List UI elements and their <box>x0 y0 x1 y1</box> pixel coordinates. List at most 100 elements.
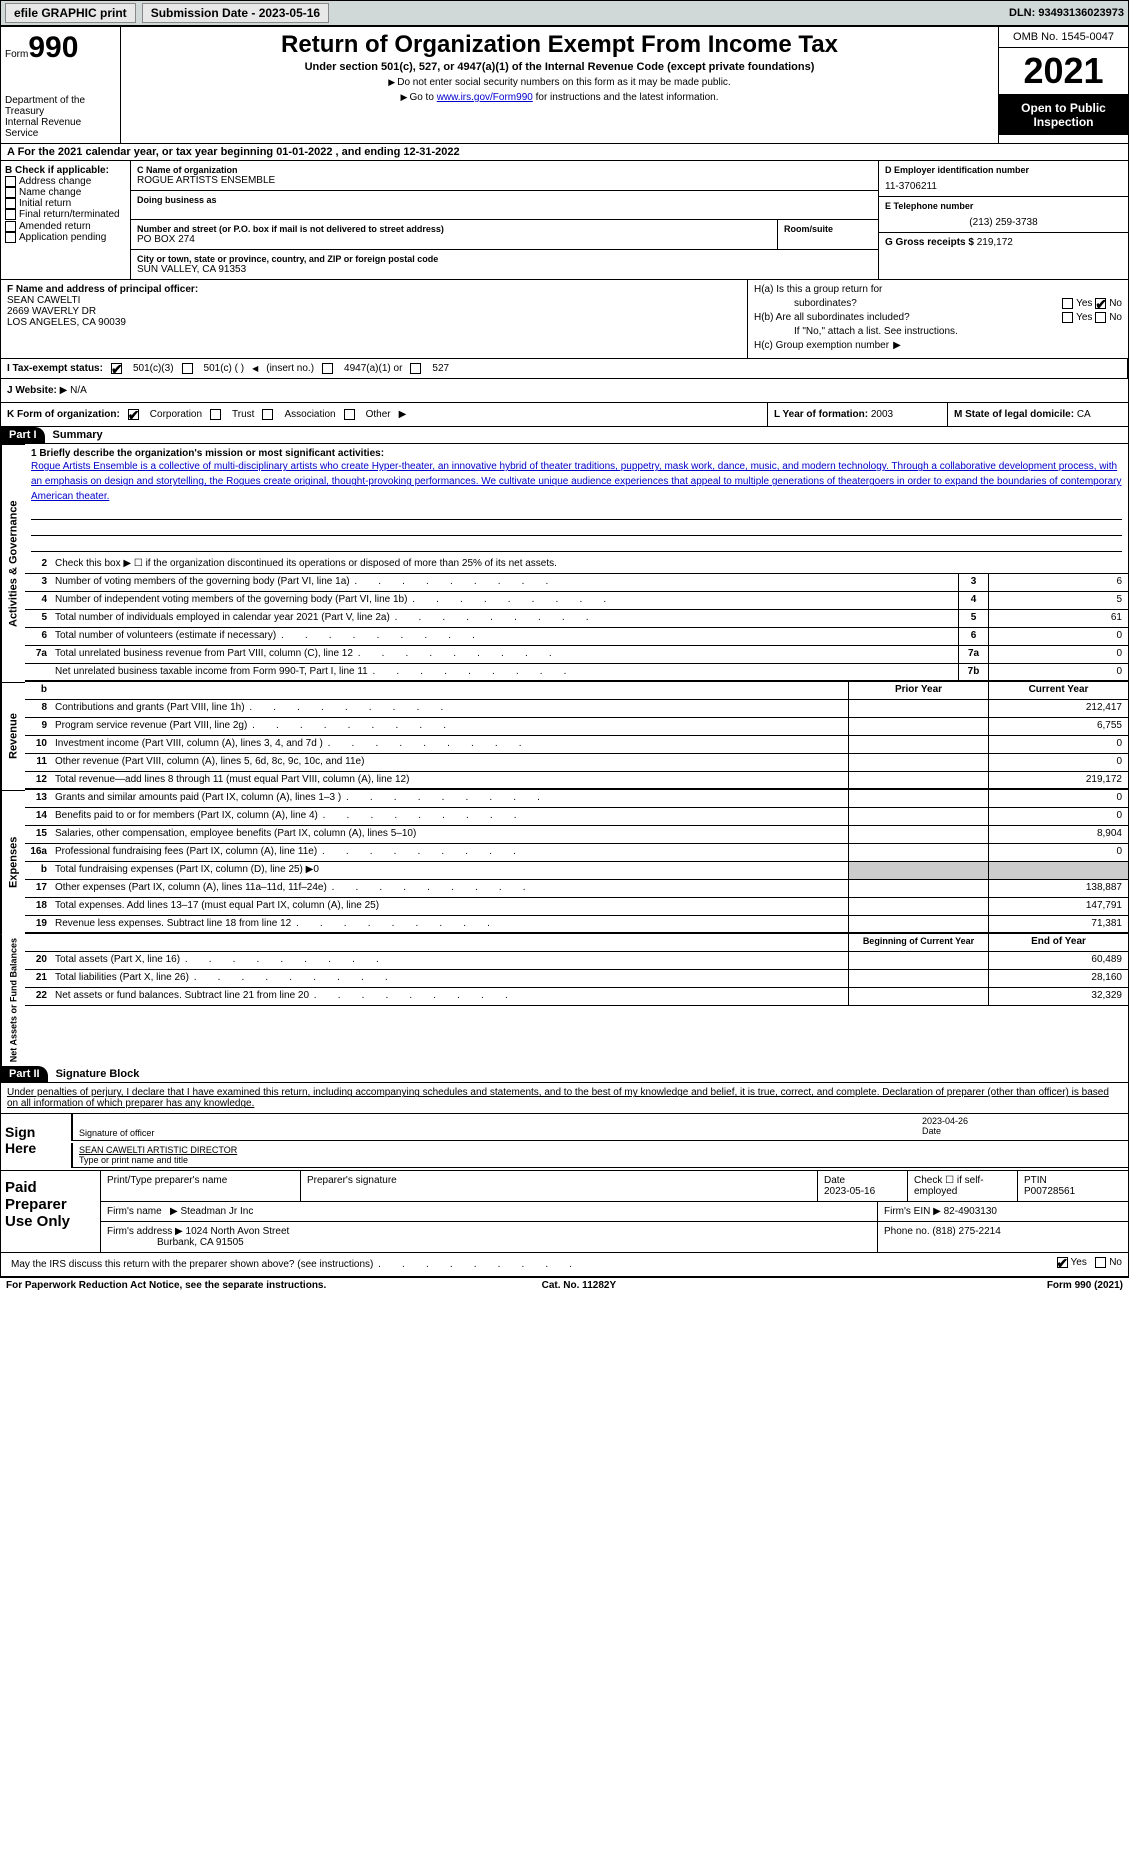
efile-button[interactable]: efile GRAPHIC print <box>5 3 136 23</box>
line-14: 14Benefits paid to or for members (Part … <box>25 808 1128 826</box>
gross-value: 219,172 <box>977 237 1013 248</box>
principal-addr1: 2669 WAVERLY DR <box>7 306 741 317</box>
chk-other[interactable] <box>344 409 355 420</box>
row-a-period: A For the 2021 calendar year, or tax yea… <box>1 144 1128 161</box>
chk-4947[interactable] <box>322 363 333 374</box>
line-8: 8Contributions and grants (Part VIII, li… <box>25 700 1128 718</box>
sig-date-label: Date <box>922 1126 941 1136</box>
preparer-label: Paid Preparer Use Only <box>1 1171 101 1252</box>
ein-label: D Employer identification number <box>885 165 1122 175</box>
chk-pending[interactable]: Application pending <box>5 232 126 243</box>
ptin-value: P00728561 <box>1024 1186 1075 1197</box>
line-16b: bTotal fundraising expenses (Part IX, co… <box>25 862 1128 880</box>
chk-initial[interactable]: Initial return <box>5 198 126 209</box>
na-header: Beginning of Current YearEnd of Year <box>25 934 1128 952</box>
discuss-no[interactable] <box>1095 1257 1106 1268</box>
rev-header: bPrior YearCurrent Year <box>25 682 1128 700</box>
line-20: 20Total assets (Part X, line 16)60,489 <box>25 952 1128 970</box>
ha-yes[interactable] <box>1062 298 1073 309</box>
chk-527[interactable] <box>410 363 421 374</box>
chk-assoc[interactable] <box>262 409 273 420</box>
sig-officer-label: Signature of officer <box>79 1128 154 1138</box>
firm-name-label: Firm's name <box>107 1206 162 1217</box>
chk-corp[interactable] <box>128 409 139 420</box>
hb-yes[interactable] <box>1062 312 1073 323</box>
line-18: 18Total expenses. Add lines 13–17 (must … <box>25 898 1128 916</box>
ha2-label: subordinates? <box>794 298 857 309</box>
line-10: 10Investment income (Part VIII, column (… <box>25 736 1128 754</box>
org-name: ROGUE ARTISTS ENSEMBLE <box>137 175 872 186</box>
chk-final[interactable]: Final return/terminated <box>5 209 126 220</box>
side-netassets: Net Assets or Fund Balances <box>1 934 25 1066</box>
ha-no[interactable] <box>1095 298 1106 309</box>
org-name-label: C Name of organization <box>137 165 872 175</box>
chk-address[interactable]: Address change <box>5 176 126 187</box>
ptin-label: PTIN <box>1024 1175 1047 1186</box>
firm-ein-label: Firm's EIN <box>884 1206 930 1217</box>
mission-text: Rogue Artists Ensemble is a collective o… <box>31 459 1122 504</box>
chk-501c[interactable] <box>182 363 193 374</box>
part1-title: Summary <box>45 427 111 443</box>
goto-pre: Go to <box>401 92 437 103</box>
line-16a: 16aProfessional fundraising fees (Part I… <box>25 844 1128 862</box>
summary-body: Activities & Governance 1 Briefly descri… <box>1 444 1128 682</box>
firm-addr-label: Firm's address <box>107 1226 172 1237</box>
l-label: L Year of formation: <box>774 409 868 420</box>
page-footer: For Paperwork Reduction Act Notice, see … <box>0 1278 1129 1293</box>
line-15: 15Salaries, other compensation, employee… <box>25 826 1128 844</box>
part1-header: Part I Summary <box>1 427 1128 444</box>
info-grid: B Check if applicable: Address change Na… <box>1 161 1128 280</box>
form-990-number: 990 <box>28 31 78 64</box>
line-17: 17Other expenses (Part IX, column (A), l… <box>25 880 1128 898</box>
ha-label: H(a) Is this a group return for <box>754 284 882 295</box>
part2-label: Part II <box>1 1066 48 1082</box>
line-12: 12Total revenue—add lines 8 through 11 (… <box>25 772 1128 790</box>
tax-year: 2021 <box>999 48 1128 95</box>
firm-ein: 82-4903130 <box>944 1206 997 1217</box>
gross-label: G Gross receipts $ <box>885 237 974 248</box>
discuss-text: May the IRS discuss this return with the… <box>7 1257 982 1272</box>
period-text: A For the 2021 calendar year, or tax yea… <box>7 146 460 158</box>
line1-label: 1 Briefly describe the organization's mi… <box>31 448 384 459</box>
prep-phone: (818) 275-2214 <box>932 1226 1000 1237</box>
chk-trust[interactable] <box>210 409 221 420</box>
principal-h-row: F Name and address of principal officer:… <box>1 280 1128 359</box>
discuss-row: May the IRS discuss this return with the… <box>1 1253 1128 1277</box>
irs-link[interactable]: www.irs.gov/Form990 <box>437 92 533 103</box>
form-subtitle: Under section 501(c), 527, or 4947(a)(1)… <box>125 61 994 73</box>
goto-note: Go to www.irs.gov/Form990 for instructio… <box>125 92 994 103</box>
website-value: N/A <box>70 385 87 396</box>
part1-label: Part I <box>1 427 45 443</box>
line-19: 19Revenue less expenses. Subtract line 1… <box>25 916 1128 934</box>
side-revenue: Revenue <box>1 682 25 790</box>
form-label: Form <box>5 49 28 60</box>
ein-value: 11-3706211 <box>885 181 1122 192</box>
officer-name-label: Type or print name and title <box>79 1155 188 1165</box>
chk-name[interactable]: Name change <box>5 187 126 198</box>
form-header: Form990 Department of the Treasury Inter… <box>1 27 1128 144</box>
preparer-block: Paid Preparer Use Only Print/Type prepar… <box>1 1171 1128 1253</box>
discuss-yes[interactable] <box>1057 1257 1068 1268</box>
footer-mid: Cat. No. 11282Y <box>542 1280 616 1291</box>
line-7a: 7aTotal unrelated business revenue from … <box>25 646 1128 664</box>
line-5: 5Total number of individuals employed in… <box>25 610 1128 628</box>
footer-left: For Paperwork Reduction Act Notice, see … <box>6 1280 326 1291</box>
public-inspection: Open to Public Inspection <box>999 95 1128 135</box>
principal-name: SEAN CAWELTI <box>7 295 741 306</box>
side-activities: Activities & Governance <box>1 444 25 682</box>
part2-header: Part II Signature Block <box>1 1066 1128 1083</box>
hb-no[interactable] <box>1095 312 1106 323</box>
sign-here-block: Sign Here Signature of officer 2023-04-2… <box>1 1114 1128 1171</box>
omb-number: OMB No. 1545-0047 <box>999 27 1128 48</box>
dba-label: Doing business as <box>137 195 872 205</box>
prep-date-label: Date <box>824 1175 845 1186</box>
part2-title: Signature Block <box>48 1066 148 1082</box>
dept-text: Department of the Treasury Internal Reve… <box>5 95 116 139</box>
goto-post: for instructions and the latest informat… <box>533 92 719 103</box>
website-row: J Website: ▶ N/A <box>1 379 1128 403</box>
chk-amended[interactable]: Amended return <box>5 221 126 232</box>
prep-phone-label: Phone no. <box>884 1226 930 1237</box>
phone-value: (213) 259-3738 <box>885 217 1122 228</box>
chk-501c3[interactable] <box>111 363 122 374</box>
submission-button[interactable]: Submission Date - 2023-05-16 <box>142 3 329 23</box>
